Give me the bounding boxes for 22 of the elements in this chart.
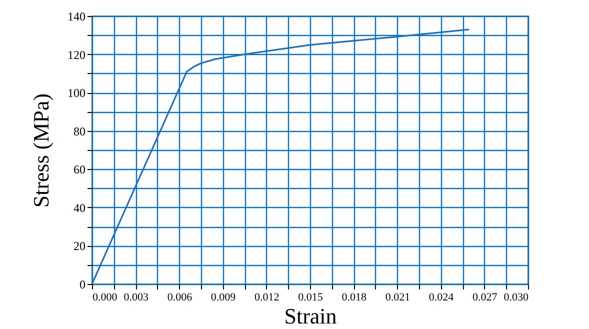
line-series [91,28,470,285]
y-tick-label: 20 [74,239,86,254]
y-tick-label: 80 [74,124,86,138]
y-tick-label: 0 [80,278,86,292]
x-tick-label: 0.030 [504,292,529,304]
x-tick-label: 0.018 [342,292,367,304]
y-tick-label: 40 [74,200,86,215]
x-tick-label: 0.012 [254,292,280,304]
x-tick-label: 0.000 [92,292,118,304]
x-tick-label: 0.027 [472,292,498,304]
x-tick-label: 0.009 [210,292,236,304]
x-tick-label: 0.015 [298,292,324,304]
y-tick-label: 120 [68,48,86,62]
x-tick-label: 0.024 [428,292,454,304]
y-tick-label: 140 [68,10,86,24]
x-tick-label: 0.006 [167,292,193,304]
y-tick-label: 100 [68,86,86,100]
y-axis-title: Stress (MPa) [28,93,54,208]
x-tick-label: 0.003 [124,292,149,304]
y-tick-label: 60 [74,162,86,177]
x-axis-title: Strain [284,304,337,328]
x-tick-label: 0.021 [385,292,410,304]
